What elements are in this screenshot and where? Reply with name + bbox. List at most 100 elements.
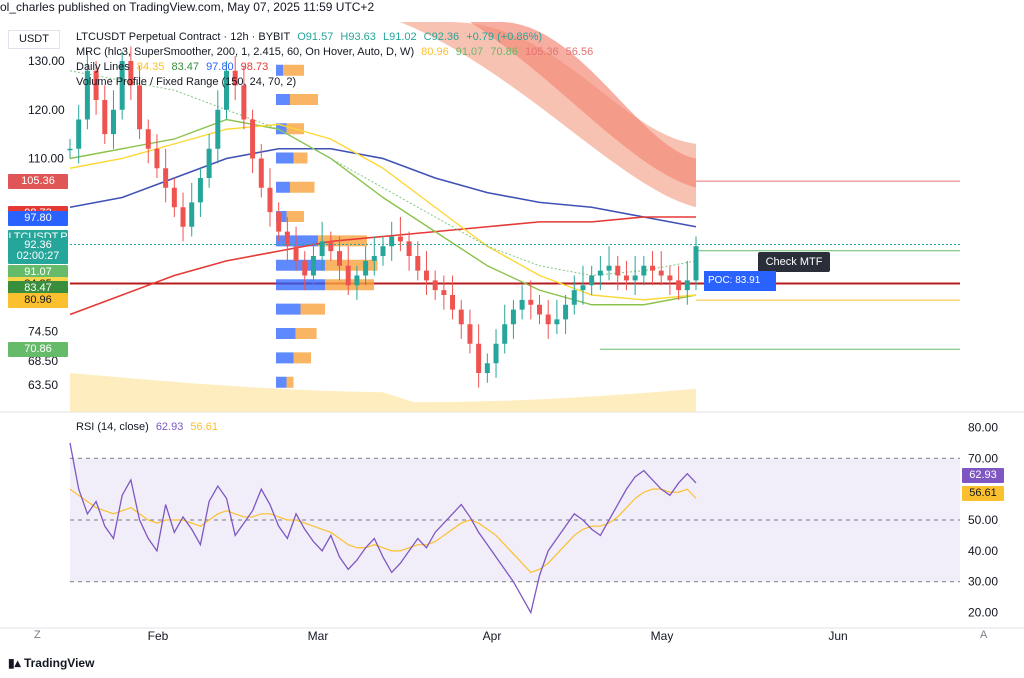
candle-body <box>467 324 473 344</box>
rsi-ma-line <box>69 488 697 574</box>
vp-bar-blue <box>276 259 325 271</box>
candle-body <box>537 304 542 315</box>
vp-bar-blue <box>276 303 301 315</box>
candle-body <box>224 70 229 110</box>
mrc-value: 70.86 <box>490 46 518 58</box>
candle-body <box>528 299 534 305</box>
price-axis-label: 68.50 <box>28 354 58 368</box>
candle-body <box>423 270 429 281</box>
mrc-value: 105.36 <box>524 46 559 58</box>
time-axis-label: Mar <box>308 629 329 643</box>
vp-bar-blue <box>276 181 290 193</box>
price-axis-label: 130.00 <box>28 54 65 68</box>
candle-body <box>241 85 247 120</box>
time-axis-label: Jun <box>828 629 847 643</box>
price-axis-label: 74.50 <box>28 325 58 339</box>
check-mtf-button[interactable]: Check MTF <box>758 252 830 272</box>
vp-bar-orange <box>293 352 311 364</box>
candle-body <box>597 270 603 276</box>
mrc-lower-band <box>70 373 696 412</box>
vp-bar-blue <box>276 376 287 388</box>
rsi-value-tag: 62.93 <box>962 468 1004 483</box>
rsi-legend[interactable]: RSI (14, close) 62.93 56.61 <box>76 420 222 434</box>
vp-bar-blue <box>276 94 290 105</box>
candle-body <box>232 70 238 86</box>
candle-body <box>302 260 308 276</box>
candle-body <box>589 275 595 286</box>
candle-body <box>137 85 143 130</box>
candle-body <box>145 129 151 149</box>
vp-label: Volume Profile / Fixed Range (150, 24, 7… <box>76 76 297 88</box>
candle-body <box>632 275 638 281</box>
mrc-upper-band-inner <box>470 22 696 188</box>
zoom-reset-icon[interactable]: Z <box>34 629 41 641</box>
candle-body <box>128 61 134 86</box>
candle-body <box>389 236 395 247</box>
candle-body <box>284 231 290 247</box>
candle-body <box>563 304 569 320</box>
daily-value: 97.80 <box>206 61 234 73</box>
price-tag: 83.47 <box>8 280 68 296</box>
tv-logo-icon: ▮▴ <box>8 656 24 670</box>
candle-body <box>102 100 108 135</box>
candle-body <box>380 246 386 256</box>
candle-body <box>406 241 412 256</box>
candle-body <box>650 265 656 271</box>
vp-bar-blue <box>276 152 294 164</box>
candle-body <box>189 202 195 227</box>
vp-bar-orange <box>295 328 317 339</box>
currency-selector[interactable]: USDT <box>8 30 60 49</box>
candle-body <box>363 260 369 276</box>
candle-body <box>197 178 203 203</box>
time-axis-label: May <box>651 629 674 643</box>
legend-volume-profile[interactable]: Volume Profile / Fixed Range (150, 24, 7… <box>76 75 300 89</box>
candle-body <box>545 314 551 325</box>
candle-body <box>676 280 682 291</box>
candle-body <box>154 148 160 169</box>
candle-body <box>276 212 282 232</box>
candle-body <box>432 280 438 291</box>
candle-body <box>371 256 377 261</box>
candle-body <box>258 158 264 188</box>
vp-bar-blue <box>276 352 294 364</box>
candle-body <box>484 363 490 373</box>
mrc-value: 80.96 <box>421 46 449 58</box>
rsi-axis-label: 80.00 <box>968 420 998 434</box>
candle-body <box>580 285 586 291</box>
rsi-axis-label: 20.00 <box>968 606 998 620</box>
candle-body <box>250 119 256 159</box>
candle-body <box>450 295 456 310</box>
candle-body <box>684 280 690 291</box>
ohlc-high: H93.63 <box>340 31 376 43</box>
candle-body <box>163 168 169 188</box>
candle-body <box>337 251 343 266</box>
candle-body <box>502 324 508 344</box>
footer-text: TradingView <box>23 656 95 670</box>
auto-scale-icon[interactable]: A <box>980 629 988 641</box>
candle-body <box>76 119 82 149</box>
candle-body <box>119 61 125 110</box>
legend-mrc[interactable]: MRC (hlc3, SuperSmoother, 200, 1, 2.415,… <box>76 45 597 59</box>
symbol-line: LTCUSDT Perpetual Contract · 12h · BYBIT <box>76 31 291 43</box>
vp-bar-blue <box>276 123 287 135</box>
mrc-green-line <box>69 118 697 306</box>
vp-bar-blue <box>276 328 296 339</box>
candle-body <box>345 265 351 286</box>
legend-daily-lines[interactable]: Daily Lines 84.35 83.47 97.80 98.73 <box>76 60 272 74</box>
candle-body <box>310 256 316 276</box>
candle-body <box>180 207 186 227</box>
candle-body <box>215 109 221 149</box>
rsi-line <box>69 442 697 615</box>
rsi-value: 62.93 <box>155 421 184 433</box>
vp-bar-blue <box>276 211 287 222</box>
candle-body <box>206 148 212 178</box>
time-axis-label: Feb <box>148 629 169 643</box>
daily-value: 98.73 <box>240 61 269 73</box>
candle-body <box>267 187 273 213</box>
candle-body <box>615 265 621 276</box>
vp-bar-orange <box>286 376 294 388</box>
candle-body <box>493 343 499 364</box>
mrc-value: 56.56 <box>565 46 594 58</box>
poc-label: POC: 83.91 <box>704 271 776 291</box>
